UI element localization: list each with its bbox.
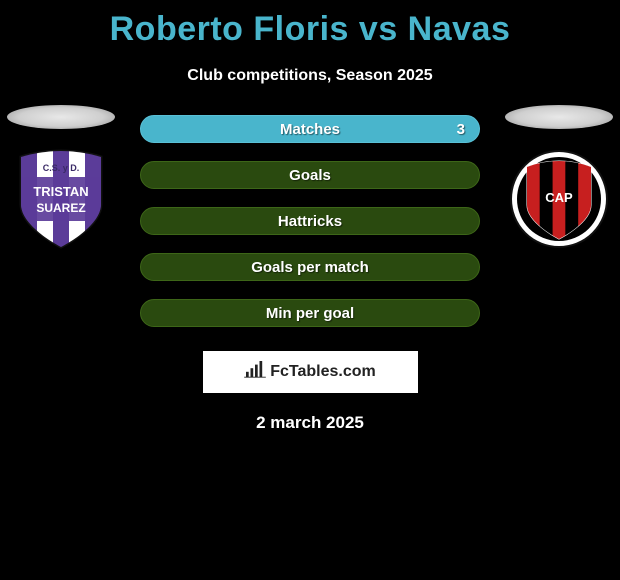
stat-label: Min per goal [266,305,354,322]
crest-tristan-suarez: C.S. y D. TRISTAN SUAREZ [11,149,111,249]
stat-row-goals-per-match: Goals per match [140,253,480,281]
stat-row-matches: Matches 3 [140,115,480,143]
stat-label: Hattricks [278,213,342,230]
bar-chart-icon [244,361,266,384]
stat-row-hattricks: Hattricks [140,207,480,235]
stat-label: Matches [280,121,340,138]
brand-box[interactable]: FcTables.com [203,351,418,393]
crest-patronato: CAP [509,149,609,249]
stat-label: Goals [289,167,331,184]
subtitle: Club competitions, Season 2025 [0,67,620,85]
player-right-slot: CAP [504,105,614,249]
stat-row-min-per-goal: Min per goal [140,299,480,327]
stat-value-right: 3 [457,121,465,138]
stat-row-goals: Goals [140,161,480,189]
comparison-panel: C.S. y D. TRISTAN SUAREZ [0,115,620,433]
svg-text:SUAREZ: SUAREZ [36,201,85,215]
svg-text:TRISTAN: TRISTAN [33,184,88,199]
comparison-date: 2 march 2025 [0,413,620,433]
stat-label: Goals per match [251,259,369,276]
player-left-silhouette [7,105,115,129]
player-left-slot: C.S. y D. TRISTAN SUAREZ [6,105,116,249]
svg-text:CAP: CAP [545,190,573,205]
stat-rows: Matches 3 Goals Hattricks Goals per matc… [140,115,480,327]
svg-text:C.S. y D.: C.S. y D. [43,163,80,173]
player-right-silhouette [505,105,613,129]
brand-text: FcTables.com [270,363,376,381]
page-title: Roberto Floris vs Navas [0,0,620,49]
